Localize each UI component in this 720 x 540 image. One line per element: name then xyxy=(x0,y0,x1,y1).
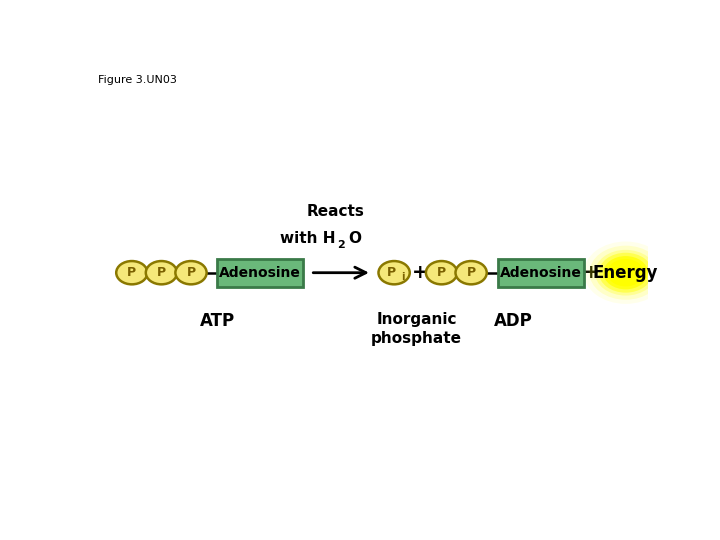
Circle shape xyxy=(379,261,410,285)
Text: P: P xyxy=(387,266,396,279)
FancyBboxPatch shape xyxy=(498,259,584,287)
Text: P: P xyxy=(437,266,446,279)
Text: +: + xyxy=(412,263,428,282)
Circle shape xyxy=(176,261,207,285)
Text: with H: with H xyxy=(280,231,336,246)
Text: +: + xyxy=(582,263,599,282)
Text: Adenosine: Adenosine xyxy=(220,266,301,280)
Circle shape xyxy=(426,261,457,285)
Text: Reacts: Reacts xyxy=(307,204,364,219)
FancyBboxPatch shape xyxy=(217,259,303,287)
Circle shape xyxy=(584,241,667,304)
Circle shape xyxy=(456,261,487,285)
Text: Energy: Energy xyxy=(593,264,658,282)
Circle shape xyxy=(145,261,177,285)
Text: Adenosine: Adenosine xyxy=(500,266,582,280)
Text: O: O xyxy=(348,231,361,246)
Text: P: P xyxy=(186,266,196,279)
Circle shape xyxy=(590,246,662,300)
Text: 2: 2 xyxy=(337,240,344,250)
Text: Figure 3.UN03: Figure 3.UN03 xyxy=(99,75,177,85)
Text: ATP: ATP xyxy=(200,312,235,330)
Text: P: P xyxy=(157,266,166,279)
Text: P: P xyxy=(467,266,476,279)
Text: i: i xyxy=(401,272,405,282)
Circle shape xyxy=(603,256,648,289)
Circle shape xyxy=(116,261,148,285)
Text: P: P xyxy=(127,266,136,279)
Circle shape xyxy=(607,259,644,286)
Text: Inorganic
phosphate: Inorganic phosphate xyxy=(371,312,462,346)
Circle shape xyxy=(599,253,652,293)
Circle shape xyxy=(595,250,657,295)
Text: ADP: ADP xyxy=(493,312,532,330)
